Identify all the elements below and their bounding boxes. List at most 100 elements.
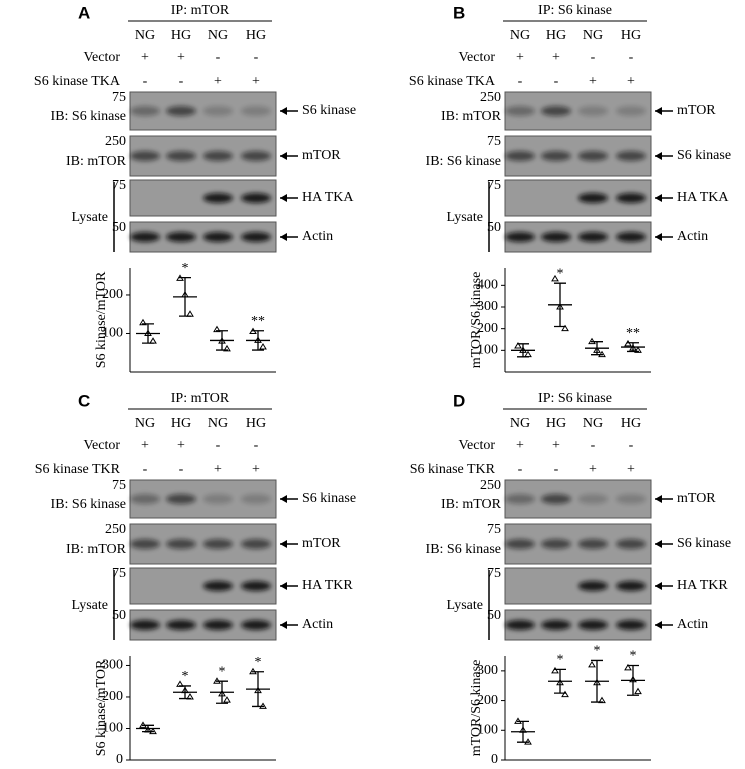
band-name: S6 kinase <box>677 536 731 551</box>
lane-label: HG <box>546 28 566 43</box>
band <box>166 539 196 549</box>
data-point <box>259 342 267 350</box>
band <box>616 193 646 203</box>
sign: - <box>629 50 634 65</box>
lane-label: HG <box>546 416 566 431</box>
band-name: Actin <box>302 229 333 244</box>
lane-label: HG <box>171 416 191 431</box>
significance: * <box>630 649 637 664</box>
lane-label: HG <box>171 28 191 43</box>
band <box>241 232 271 242</box>
marker: 50 <box>112 608 126 623</box>
marker: 75 <box>112 90 126 105</box>
band-name: S6 kinase <box>677 148 731 163</box>
data-point <box>139 318 147 326</box>
panel-label: C <box>78 391 90 410</box>
data-point <box>524 738 532 745</box>
band <box>541 620 571 630</box>
arrow-head <box>280 107 287 115</box>
band <box>130 106 160 116</box>
band <box>203 620 233 630</box>
band <box>578 232 608 242</box>
arrow-head <box>655 582 662 590</box>
data-point <box>176 274 184 281</box>
band-name: mTOR <box>302 536 341 551</box>
data-point <box>556 678 564 686</box>
data-point <box>176 680 184 687</box>
y-tick-label: 400 <box>477 278 498 293</box>
band <box>616 620 646 630</box>
data-point <box>149 727 157 735</box>
data-point <box>561 690 569 698</box>
data-point <box>519 346 527 353</box>
lane-label: NG <box>510 416 530 431</box>
band <box>578 581 608 591</box>
band <box>578 494 608 504</box>
data-point <box>149 337 157 344</box>
band <box>166 106 196 116</box>
y-tick-label: 200 <box>102 689 123 704</box>
lysate-label: Lysate <box>446 210 483 225</box>
band <box>130 151 160 161</box>
band <box>241 620 271 630</box>
data-point <box>593 678 601 686</box>
significance: * <box>182 669 189 684</box>
marker: 75 <box>112 478 126 493</box>
data-point <box>249 327 257 335</box>
marker: 75 <box>487 522 501 537</box>
data-point <box>561 324 569 332</box>
band <box>203 494 233 504</box>
band <box>130 232 160 242</box>
sign: - <box>179 462 184 477</box>
sign: - <box>591 438 596 453</box>
sign: - <box>518 74 523 89</box>
sign: + <box>214 462 222 477</box>
lane-label: NG <box>583 28 603 43</box>
ip-title: IP: mTOR <box>171 3 230 18</box>
band <box>541 232 571 242</box>
ip-title: IP: mTOR <box>171 391 230 406</box>
lane-label: NG <box>135 416 155 431</box>
y-tick-label: 200 <box>102 287 123 302</box>
significance: * <box>255 655 262 670</box>
sign: - <box>143 462 148 477</box>
band-name: mTOR <box>677 491 716 506</box>
sign: + <box>552 438 560 453</box>
band-name: S6 kinase <box>302 103 356 118</box>
arrow-head <box>280 233 287 241</box>
panel-label: D <box>453 391 465 410</box>
band <box>505 151 535 161</box>
band-name: mTOR <box>677 103 716 118</box>
data-point <box>186 692 194 700</box>
sign: + <box>177 438 185 453</box>
sign: + <box>516 438 524 453</box>
band <box>241 151 271 161</box>
band <box>241 193 271 203</box>
arrow-head <box>655 540 662 548</box>
band <box>616 232 646 242</box>
band <box>616 494 646 504</box>
data-point <box>588 660 596 668</box>
error-bar <box>591 659 603 703</box>
lysate-label: Lysate <box>446 598 483 613</box>
arrow-head <box>655 233 662 241</box>
marker: 50 <box>487 220 501 235</box>
data-point <box>634 346 642 353</box>
y-axis-label: mTOR/S6 kinase <box>469 660 484 757</box>
data-point <box>629 675 637 683</box>
band <box>203 193 233 203</box>
band <box>578 151 608 161</box>
data-point <box>514 717 522 724</box>
ib-label: IB: mTOR <box>441 497 502 512</box>
band-name: Actin <box>677 229 708 244</box>
data-point <box>598 350 606 358</box>
y-tick-label: 200 <box>477 693 498 708</box>
band <box>616 581 646 591</box>
panel: C IP: mTOR NG HG NG HG Vector + + - - S6 kinase TKR… <box>35 391 356 767</box>
band <box>203 581 233 591</box>
band-name: mTOR <box>302 148 341 163</box>
y-tick-label: 100 <box>102 721 123 736</box>
band <box>166 620 196 630</box>
row-label: S6 kinase TKR <box>35 462 121 477</box>
arrow-head <box>280 152 287 160</box>
